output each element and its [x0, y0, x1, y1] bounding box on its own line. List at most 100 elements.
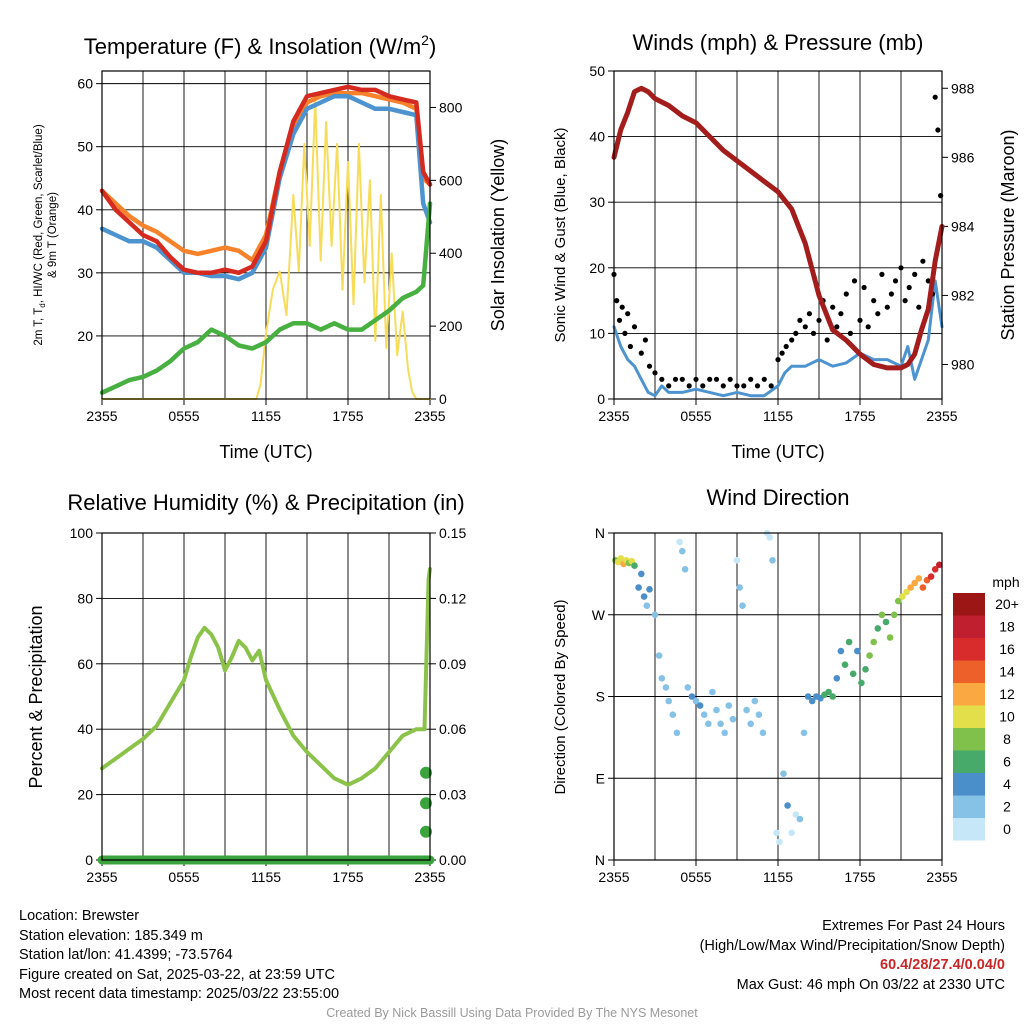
sonic-wind-series-line [612, 279, 944, 398]
gust-point [884, 304, 890, 310]
winds-y-left-tick-label: 40 [589, 129, 605, 145]
direction-point [870, 638, 877, 646]
gust-point [898, 265, 904, 271]
gust-point [783, 343, 789, 350]
gust-point [779, 350, 785, 356]
gust-point [851, 278, 858, 284]
direction-point [717, 720, 724, 728]
precip-point [420, 825, 432, 838]
legend-label: 10 [999, 709, 1015, 725]
gust-point [625, 311, 631, 317]
direction-point [784, 802, 791, 809]
gust-point [838, 311, 844, 317]
gust-point [713, 376, 720, 382]
gust-point [816, 317, 822, 323]
temperature-y-left-tick-label: 60 [77, 76, 93, 92]
temp_2m-series-line [99, 84, 433, 276]
direction-x-tick-label: 1155 [763, 869, 793, 885]
direction-x-tick-label: 2355 [926, 869, 957, 885]
direction-point [776, 838, 783, 846]
gust-point [857, 317, 863, 323]
legend-swatch [953, 683, 985, 706]
credit-text: Created By Nick Bassill Using Data Provi… [326, 1006, 698, 1020]
winds-y-left-label: Sonic Wind & Gust (Blue, Black) [552, 127, 569, 342]
gust-point [935, 127, 941, 133]
direction-point [736, 584, 743, 591]
direction-point [866, 652, 873, 659]
direction-point [688, 693, 696, 700]
humidity-y-right-tick-label: 0.03 [439, 787, 466, 803]
winds-x-tick-label: 1755 [844, 408, 875, 424]
direction-point [858, 679, 865, 687]
direction-point [796, 815, 804, 823]
humidity-y-left-tick-label: 100 [70, 525, 94, 541]
direction-point [907, 584, 914, 591]
gust-point [797, 317, 803, 323]
direction-x-tick-label: 1755 [844, 869, 875, 885]
gust-point [865, 324, 871, 330]
direction-point [679, 547, 686, 555]
gust-point [666, 383, 672, 389]
humidity-x-tick-label: 2355 [414, 869, 445, 885]
station-info: Location: Brewster Station elevation: 18… [19, 907, 339, 1005]
humidity-y-left-tick-label: 60 [77, 656, 93, 672]
temperature-x-tick-label: 0555 [168, 408, 199, 424]
direction-point [665, 697, 672, 705]
gust-point [861, 284, 867, 291]
winds-y-right-tick-label: 982 [951, 287, 975, 303]
winds-y-right-tick-label: 980 [951, 356, 975, 372]
legend-swatch [953, 660, 985, 683]
humidity-y-right-tick-label: 0.09 [439, 656, 466, 672]
direction-point [684, 684, 692, 691]
winds-y-right-label: Station Pressure (Maroon) [998, 129, 1018, 340]
gust-point [631, 324, 638, 330]
temperature-y-right-tick-label: 400 [439, 245, 463, 261]
direction-point [878, 611, 886, 619]
humidity-y-right-tick-label: 0.06 [439, 721, 466, 737]
direction-point [788, 829, 795, 837]
direction-point [780, 770, 787, 777]
gust-point [642, 337, 649, 343]
rh-series-line [100, 567, 432, 787]
temperature-x-tick-label: 1155 [251, 408, 281, 424]
direction-point [651, 611, 659, 619]
direction-point [766, 534, 774, 541]
pressure-series-line [611, 85, 945, 371]
legend-label: 8 [1003, 731, 1011, 747]
precip-point [420, 766, 432, 779]
gust-point [700, 383, 706, 389]
direction-point [646, 586, 653, 593]
direction-point [890, 611, 898, 619]
legend-label: 16 [999, 641, 1015, 657]
direction-point [713, 706, 720, 714]
temperature-y-left-tick-label: 40 [77, 202, 93, 218]
extremes-panel: Extremes For Past 24 Hours (High/Low/Max… [700, 917, 1005, 995]
temperature-y-left-label-line2: & 9m T (Orange) [47, 192, 59, 278]
location-text: Location: Brewster [19, 908, 140, 924]
winds-x-tick-label: 1155 [763, 408, 793, 424]
gust-point [693, 376, 699, 382]
temperature-x-tick-label: 2355 [86, 408, 117, 424]
gust-point [754, 383, 761, 389]
gust-point [614, 298, 620, 304]
direction-point [676, 538, 683, 546]
gust-point [768, 383, 774, 389]
winds-y-right-tick-label: 988 [951, 80, 975, 96]
winds-y-left-tick-label: 20 [589, 260, 605, 276]
gust-point [847, 330, 854, 336]
direction-y-tick-label: W [592, 607, 606, 623]
humidity-x-tick-label: 1755 [332, 869, 363, 885]
legend-label: 0 [1003, 821, 1011, 837]
extremes-title: Extremes For Past 24 Hours [822, 918, 1005, 934]
direction-point [700, 711, 708, 718]
direction-point [635, 584, 642, 591]
direction-point [673, 729, 681, 737]
direction-point [931, 566, 939, 573]
gust-point [834, 324, 840, 330]
direction-point [919, 584, 927, 591]
gust-point [761, 376, 767, 382]
gust-point [843, 291, 849, 297]
temperature-y-right-tick-label: 200 [439, 318, 463, 334]
gust-point [824, 337, 830, 343]
